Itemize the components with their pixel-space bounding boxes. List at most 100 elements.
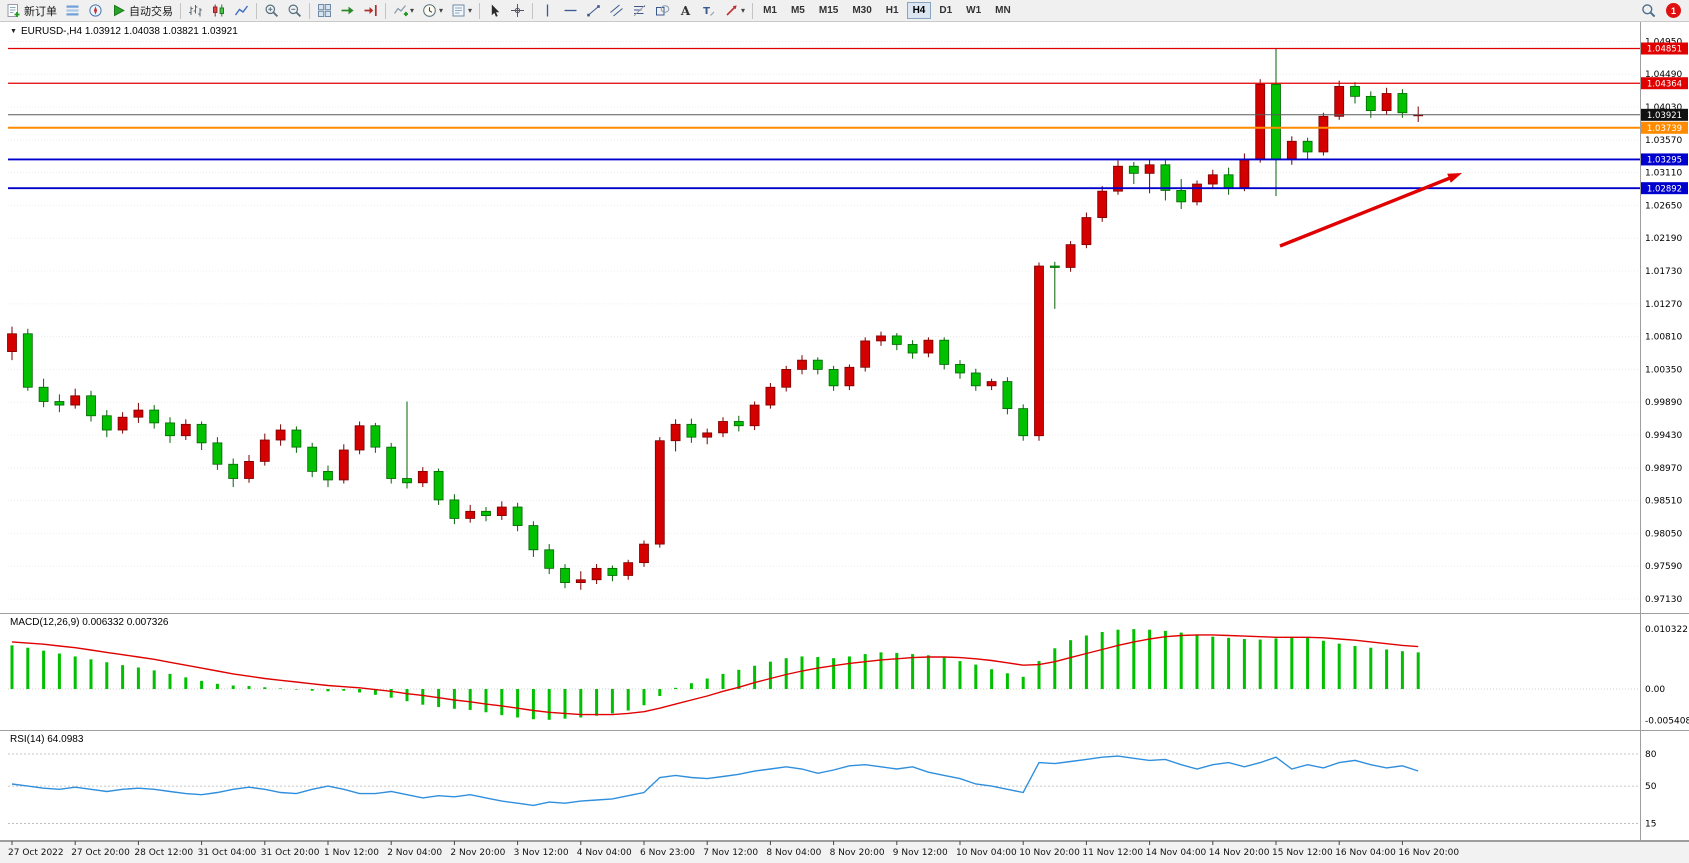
timeframe-w1[interactable]: W1 <box>966 5 982 16</box>
macd-bar <box>1021 676 1025 689</box>
new-order-button[interactable]: 新订单 <box>2 0 61 22</box>
macd-bar <box>547 689 551 720</box>
macd-scale-label: 0.010322 <box>1645 625 1688 635</box>
timeframe-m1[interactable]: M1 <box>763 5 777 16</box>
toolbar-separator <box>752 2 754 19</box>
templates-icon <box>452 4 465 17</box>
macd-bar <box>1069 640 1073 689</box>
fibonacci-button[interactable] <box>628 0 651 22</box>
candle <box>1302 140 1313 153</box>
chevron-down-icon[interactable]: ▾ <box>741 6 746 15</box>
candle <box>1176 190 1187 203</box>
macd-bar <box>926 655 930 689</box>
toolbar-separator <box>256 2 257 19</box>
macd-bar <box>184 677 188 689</box>
candle <box>54 401 65 406</box>
rsi-indicator-label: RSI(14) 64.0983 <box>10 734 84 745</box>
crosshair-button[interactable] <box>506 0 529 22</box>
candle <box>196 423 207 444</box>
chevron-down-icon[interactable]: ▾ <box>468 6 473 15</box>
market-watch-button[interactable] <box>61 0 84 22</box>
trendline-button[interactable] <box>582 0 605 22</box>
price-axis-label: 1.00810 <box>1645 333 1682 343</box>
search-button[interactable] <box>1637 0 1660 22</box>
shapes-button[interactable] <box>651 0 674 22</box>
toolbar-group: A T ▾ <box>536 0 749 22</box>
auto-scroll-button[interactable] <box>336 0 359 22</box>
toolbar-group <box>260 0 306 22</box>
tile-windows-button[interactable] <box>313 0 336 22</box>
horizontal-line-button[interactable] <box>559 0 582 22</box>
macd-bar <box>26 647 30 689</box>
periods-button[interactable]: ▾ <box>418 0 447 22</box>
candle <box>670 423 681 442</box>
cursor-button[interactable] <box>483 0 506 22</box>
trend-arrow-annotation[interactable] <box>1279 173 1462 248</box>
autotrading-button[interactable]: 自动交易 <box>107 0 177 22</box>
zoom-in-button[interactable] <box>260 0 283 22</box>
time-axis-label: 31 Oct 04:00 <box>198 848 257 858</box>
timeframe-h1[interactable]: H1 <box>885 5 899 16</box>
candle <box>165 422 175 437</box>
time-axis-label: 15 Nov 12:00 <box>1272 848 1333 858</box>
timeframe-m30[interactable]: M30 <box>852 5 872 16</box>
chart-candles-button[interactable] <box>207 0 230 22</box>
price-badge-1.03921 <box>1641 108 1688 121</box>
templates-button[interactable]: ▾ <box>447 0 476 22</box>
chart-bars-button[interactable] <box>184 0 207 22</box>
price-badge-text: 1.02892 <box>1647 184 1682 194</box>
candle <box>591 567 602 581</box>
macd-bar <box>1353 645 1357 689</box>
macd-indicator <box>10 629 1420 720</box>
indicators-button[interactable]: ▾ <box>389 0 418 22</box>
equidistant-channel-button[interactable] <box>605 0 628 22</box>
chart-menu-icon[interactable]: ▼ <box>10 28 17 35</box>
text-a-icon: A <box>680 4 691 18</box>
candle <box>623 562 634 576</box>
candle <box>1128 165 1139 174</box>
timeframe-h4[interactable]: H4 <box>906 2 932 19</box>
arrows-button[interactable]: ▾ <box>720 0 749 22</box>
candle <box>402 478 412 484</box>
candle <box>7 333 17 352</box>
time-axis-label: 7 Nov 12:00 <box>703 848 758 858</box>
time-axis-label: 9 Nov 12:00 <box>893 848 948 858</box>
timeframe-d1[interactable]: D1 <box>939 5 953 16</box>
macd-bar <box>1258 639 1262 689</box>
macd-bar <box>753 665 757 689</box>
candle <box>228 463 239 479</box>
time-axis-label: 14 Nov 04:00 <box>1146 848 1207 858</box>
timeframe-m15[interactable]: M15 <box>818 5 839 16</box>
macd-bar <box>626 689 630 711</box>
time-axis[interactable] <box>0 841 1689 863</box>
candle <box>259 439 270 462</box>
candle <box>101 415 112 431</box>
chart-shift-button[interactable] <box>359 0 382 22</box>
rsi-scale-label: 50 <box>1645 782 1657 792</box>
navigator-icon <box>89 4 102 17</box>
macd-scale-label: -0.005408 <box>1645 716 1689 726</box>
chart-line-button[interactable] <box>230 0 253 22</box>
price-badge-1.04364 <box>1641 77 1688 90</box>
navigator-button[interactable] <box>84 0 107 22</box>
chevron-down-icon[interactable]: ▾ <box>439 6 444 15</box>
notification-badge[interactable]: 1 <box>1666 3 1681 18</box>
candle <box>923 339 934 354</box>
auto-scroll-icon <box>341 6 354 15</box>
text-label-button[interactable]: T <box>697 0 720 22</box>
macd-bar <box>389 689 393 698</box>
macd-bar <box>136 667 140 689</box>
time-axis-label: 28 Oct 12:00 <box>134 848 193 858</box>
timeframe-m5[interactable]: M5 <box>790 5 805 16</box>
price-axis[interactable] <box>1641 22 1689 863</box>
candle <box>1207 174 1218 185</box>
chevron-down-icon[interactable]: ▾ <box>410 6 415 15</box>
macd-bar <box>57 653 61 689</box>
timeframe-mn[interactable]: MN <box>995 5 1011 16</box>
text-button[interactable]: A <box>674 0 697 22</box>
vertical-line-button[interactable] <box>536 0 559 22</box>
macd-bar <box>1100 632 1104 689</box>
zoom-out-button[interactable] <box>283 0 306 22</box>
